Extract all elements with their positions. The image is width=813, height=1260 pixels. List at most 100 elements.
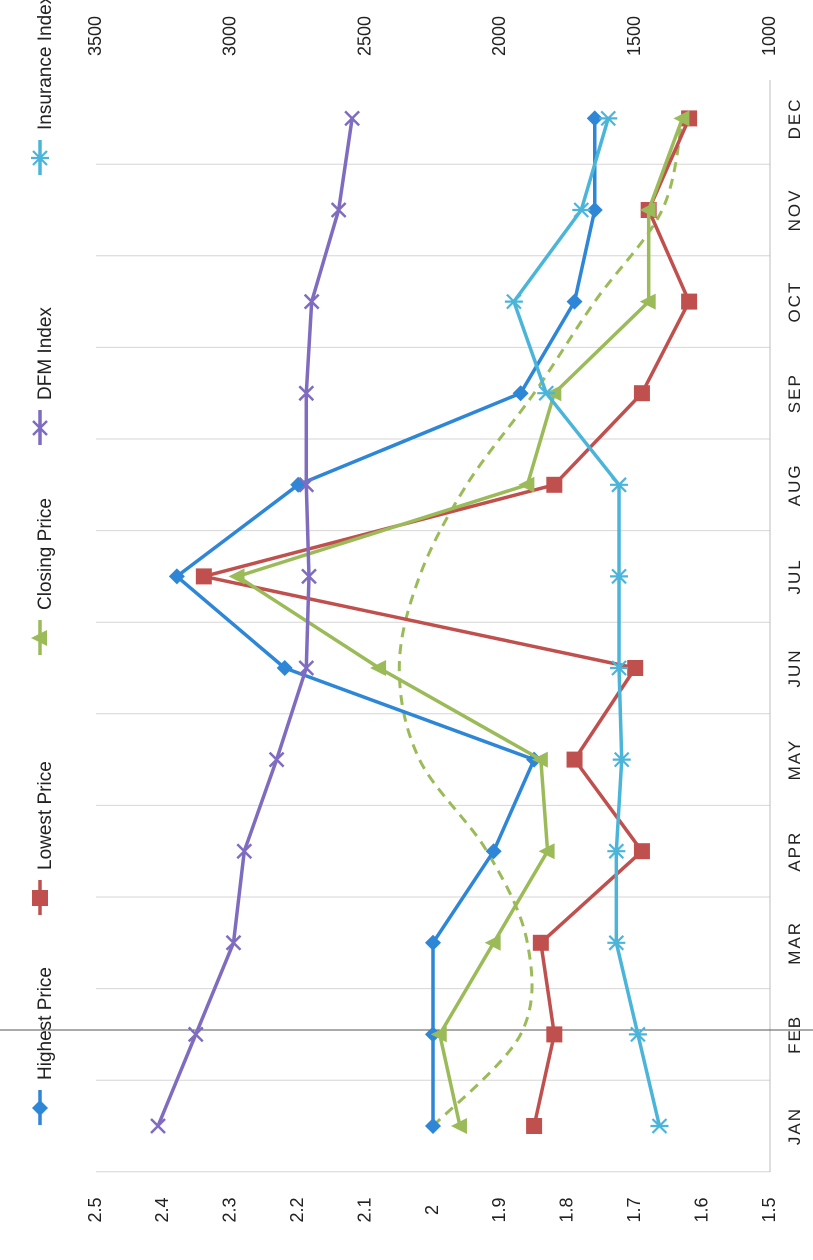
data-point: [225, 934, 242, 951]
data-point: [298, 385, 315, 402]
data-point: [650, 1118, 669, 1134]
trendline: [397, 118, 684, 1128]
secondary-axis-tick-label: 2000: [489, 16, 509, 56]
data-point: [168, 568, 185, 585]
primary-axis-tick-label: 2.5: [85, 1197, 105, 1222]
legend-marker: [31, 630, 47, 646]
legend-marker: [31, 150, 49, 166]
data-point: [298, 476, 315, 493]
legend-label: Highest Price: [35, 967, 56, 1080]
data-point: [531, 751, 548, 768]
data-point: [546, 476, 563, 493]
category-tick-label: SEP: [785, 373, 804, 413]
legend-marker: [32, 1100, 48, 1116]
data-point: [610, 568, 629, 585]
series-insurance-index: [504, 110, 669, 1134]
data-point: [370, 660, 387, 676]
data-point: [566, 293, 583, 310]
legend-item: Insurance Index: [31, 0, 56, 175]
series-line: [175, 118, 597, 1126]
category-tick-label: AUG: [785, 463, 804, 506]
series-dfm-index: [150, 110, 361, 1134]
data-point: [628, 1026, 647, 1043]
data-point: [599, 110, 618, 127]
series-highest-price: [168, 110, 603, 1134]
category-tick-label: OCT: [785, 281, 804, 323]
primary-axis-tick-label: 1.5: [759, 1197, 779, 1222]
data-point: [187, 1026, 204, 1043]
data-point: [303, 293, 320, 310]
data-point: [537, 385, 556, 401]
data-point: [228, 568, 245, 585]
primary-axis-tick-label: 2.4: [152, 1197, 172, 1222]
category-tick-label: MAR: [785, 921, 804, 965]
primary-axis-tick-label: 2.3: [220, 1197, 240, 1222]
data-point: [572, 202, 591, 218]
legend-marker: [32, 890, 48, 906]
series-line: [156, 118, 354, 1127]
data-point: [633, 843, 650, 860]
data-point: [298, 660, 315, 676]
primary-axis-tick-label: 1.8: [557, 1197, 577, 1222]
data-point: [425, 934, 441, 951]
data-point: [532, 934, 549, 951]
legend-item: Lowest Price: [32, 761, 56, 915]
data-point: [607, 935, 626, 951]
legend-item: Highest Price: [32, 967, 56, 1125]
data-point: [484, 934, 501, 951]
data-point: [195, 568, 212, 585]
data-point: [518, 476, 535, 493]
legend-item: DFM Index: [32, 307, 56, 445]
data-point: [504, 293, 523, 310]
category-tick-label: APR: [785, 831, 804, 872]
data-point: [610, 660, 629, 676]
category-tick-label: MAY: [785, 739, 804, 781]
data-point: [607, 843, 626, 859]
secondary-axis-tick-label: 1500: [624, 16, 644, 56]
primary-axis-tick-label: 2: [422, 1205, 442, 1215]
data-point: [627, 660, 644, 676]
data-point: [566, 751, 583, 768]
data-point: [639, 202, 656, 218]
data-point: [546, 1026, 563, 1043]
series-line: [512, 117, 662, 1127]
legend-label: Closing Price: [35, 498, 56, 610]
legend-label: DFM Index: [35, 307, 56, 400]
data-point: [485, 843, 502, 860]
data-point: [639, 293, 656, 310]
secondary-axis-tick-label: 1000: [759, 16, 779, 56]
data-point: [344, 110, 361, 127]
data-point: [633, 385, 650, 402]
data-point: [450, 1118, 467, 1134]
data-point: [430, 1026, 447, 1043]
primary-axis-tick-label: 2.2: [287, 1197, 307, 1222]
category-tick-label: FEB: [785, 1015, 804, 1054]
legend-marker: [32, 420, 48, 436]
data-point: [681, 293, 698, 310]
secondary-axis-tick-label: 3500: [85, 16, 105, 56]
data-point: [512, 385, 529, 402]
data-point: [610, 477, 629, 493]
series-lowest-price: [195, 110, 698, 1134]
data-point: [236, 843, 253, 860]
primary-axis-tick-label: 2.1: [354, 1197, 374, 1222]
data-point: [268, 751, 285, 768]
data-point: [301, 568, 317, 585]
data-point: [276, 660, 293, 676]
secondary-axis-tick-label: 3000: [220, 16, 240, 56]
data-point: [612, 751, 631, 768]
series-line: [202, 117, 691, 1127]
category-tick-label: JAN: [785, 1107, 804, 1145]
primary-axis-tick-label: 1.7: [624, 1197, 644, 1222]
data-point: [150, 1118, 166, 1134]
data-point: [673, 110, 690, 127]
data-point: [425, 1118, 441, 1134]
secondary-axis-tick-label: 2500: [354, 16, 374, 56]
data-point: [526, 1118, 543, 1134]
category-tick-label: DEC: [785, 97, 804, 139]
category-tick-label: NOV: [785, 189, 804, 232]
data-point: [586, 202, 603, 218]
primary-axis-tick-label: 1.6: [691, 1197, 711, 1222]
